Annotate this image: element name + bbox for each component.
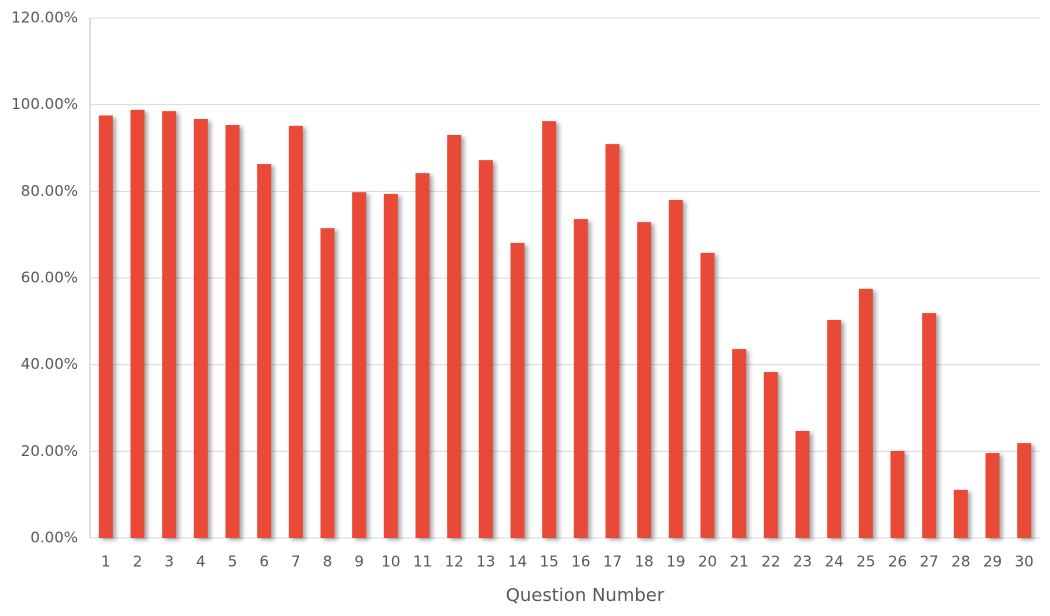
bar [922,313,937,538]
x-tick-label: 3 [164,553,174,571]
bar [383,193,398,538]
bar [953,489,968,538]
bar [130,109,145,538]
bar [510,242,525,538]
bar [447,135,462,538]
x-tick-label: 27 [920,553,939,571]
x-tick-label: 29 [983,553,1002,571]
x-tick-label: 19 [666,553,685,571]
x-tick-label: 14 [508,553,527,571]
x-tick-label: 6 [259,553,269,571]
bar [827,320,842,538]
bar [795,430,810,538]
bar [573,219,588,539]
bar [162,111,177,539]
bar [858,288,873,538]
y-tick-label: 100.00% [11,95,78,113]
bar [193,118,208,538]
x-tick-label: 1 [101,553,111,571]
bar [668,200,683,538]
x-tick-label: 11 [413,553,432,571]
x-tick-label: 23 [793,553,812,571]
bar [257,164,272,539]
bar [732,349,747,538]
x-tick-label: 30 [1015,553,1034,571]
bar [890,450,905,538]
x-tick-label: 7 [291,553,301,571]
x-tick-label: 15 [540,553,559,571]
x-tick-label: 25 [856,553,875,571]
x-tick-label: 9 [354,553,364,571]
x-tick-label: 18 [635,553,654,571]
x-tick-label: 16 [571,553,590,571]
bar [320,228,335,538]
bar [352,192,367,538]
x-tick-label: 21 [730,553,749,571]
bar [637,222,652,538]
bar [542,121,557,538]
y-tick-label: 60.00% [21,269,78,287]
bar [288,125,303,539]
bar [478,160,493,538]
bar [985,453,1000,538]
bar [225,125,240,539]
y-tick-label: 40.00% [21,355,78,373]
y-tick-label: 20.00% [21,442,78,460]
y-tick-label: 0.00% [30,529,78,547]
x-tick-label: 24 [825,553,844,571]
bar [605,144,620,538]
x-tick-label: 17 [603,553,622,571]
x-tick-label: 10 [381,553,400,571]
x-tick-label: 22 [761,553,780,571]
x-tick-label: 5 [228,553,238,571]
bar [763,372,778,538]
x-tick-label: 4 [196,553,206,571]
y-tick-label: 120.00% [11,9,78,27]
bar [1017,443,1032,538]
x-tick-label: 13 [476,553,495,571]
y-tick-label: 80.00% [21,182,78,200]
bar [700,252,715,538]
x-axis-title: Question Number [506,585,665,606]
bar [98,115,113,538]
bar [415,173,430,538]
x-tick-label: 2 [133,553,143,571]
x-tick-label: 8 [323,553,333,571]
x-tick-label: 28 [951,553,970,571]
x-tick-label: 12 [445,553,464,571]
x-tick-label: 20 [698,553,717,571]
x-tick-label: 26 [888,553,907,571]
